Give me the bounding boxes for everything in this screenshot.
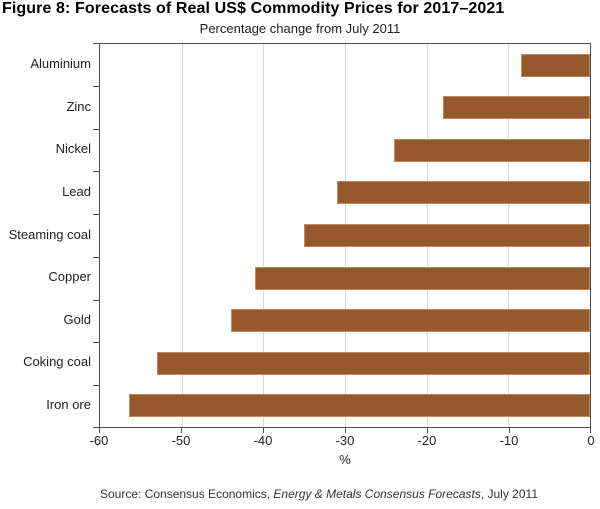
bar-coking-coal: [157, 352, 590, 375]
x-tick-mark--40: [263, 428, 264, 433]
y-tick-mark-9: [93, 427, 99, 428]
chart-subtitle: Percentage change from July 2011: [199, 21, 401, 36]
x-tick-label--60: -60: [89, 433, 109, 448]
bar-nickel: [394, 139, 590, 162]
grid-line--40: [263, 44, 264, 427]
x-tick-mark--30: [345, 428, 346, 433]
bar-copper: [255, 267, 590, 290]
bar-gold: [231, 309, 590, 332]
y-tick-mark-4: [93, 214, 99, 215]
category-label-coking-coal: Coking coal: [23, 354, 91, 369]
x-tick-mark--50: [181, 428, 182, 433]
x-tick-label--50: -50: [171, 433, 191, 448]
plot-area: [99, 43, 591, 428]
bar-iron-ore: [129, 394, 590, 417]
source-publication: Energy & Metals Consensus Forecasts: [273, 487, 481, 501]
bar-zinc: [443, 96, 590, 119]
y-tick-mark-5: [93, 257, 99, 258]
category-label-copper: Copper: [48, 269, 91, 284]
source-prefix: Source: Consensus Economics,: [100, 487, 274, 501]
grid-line--50: [182, 44, 183, 427]
x-tick-mark--60: [99, 428, 100, 433]
category-label-aluminium: Aluminium: [30, 56, 91, 71]
x-tick-label--40: -40: [253, 433, 273, 448]
x-tick-mark--10: [509, 428, 510, 433]
x-tick-label--20: -20: [417, 433, 437, 448]
x-axis-title: %: [339, 452, 351, 467]
y-tick-mark-0: [93, 43, 99, 44]
x-tick-label--30: -30: [335, 433, 355, 448]
y-tick-mark-6: [93, 300, 99, 301]
y-tick-mark-2: [93, 129, 99, 130]
category-label-lead: Lead: [62, 184, 91, 199]
x-tick-label--10: -10: [499, 433, 519, 448]
bar-lead: [337, 181, 590, 204]
x-tick-label-0: 0: [587, 433, 595, 448]
y-tick-mark-7: [93, 342, 99, 343]
x-tick-mark--20: [427, 428, 428, 433]
figure-title: Figure 8: Forecasts of Real US$ Commodit…: [2, 0, 505, 17]
x-tick-mark-0: [590, 428, 591, 433]
y-tick-mark-3: [93, 171, 99, 172]
source-suffix: , July 2011: [480, 487, 538, 501]
y-tick-mark-8: [93, 385, 99, 386]
category-label-iron-ore: Iron ore: [46, 397, 91, 412]
category-label-gold: Gold: [63, 312, 91, 327]
y-tick-mark-1: [93, 86, 99, 87]
bar-steaming-coal: [304, 224, 590, 247]
category-label-steaming-coal: Steaming coal: [8, 227, 91, 242]
source-note: Source: Consensus Economics, Energy & Me…: [100, 487, 538, 501]
category-label-nickel: Nickel: [55, 141, 91, 156]
bar-aluminium: [521, 54, 590, 77]
category-label-zinc: Zinc: [66, 99, 91, 114]
